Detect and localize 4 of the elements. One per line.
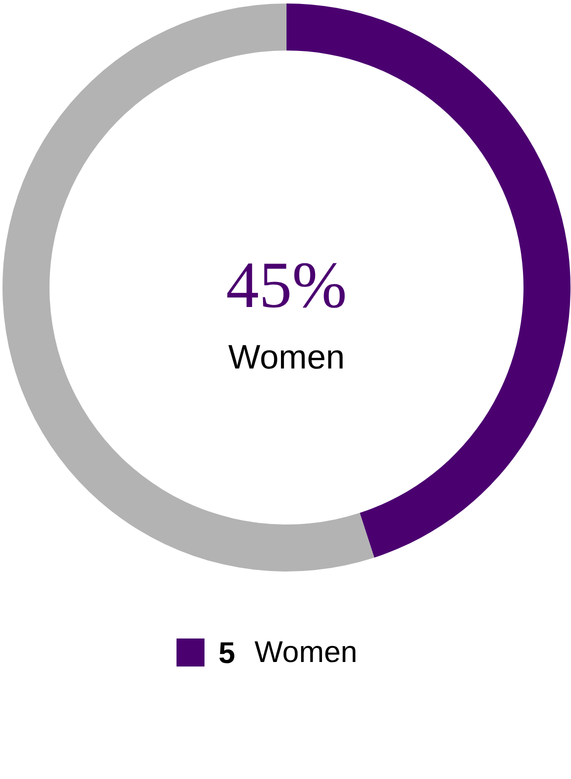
legend-label: Women: [254, 636, 358, 669]
data-label: 45%: [226, 249, 347, 322]
slice-label: Women: [228, 338, 345, 376]
text: 5: [218, 637, 236, 670]
